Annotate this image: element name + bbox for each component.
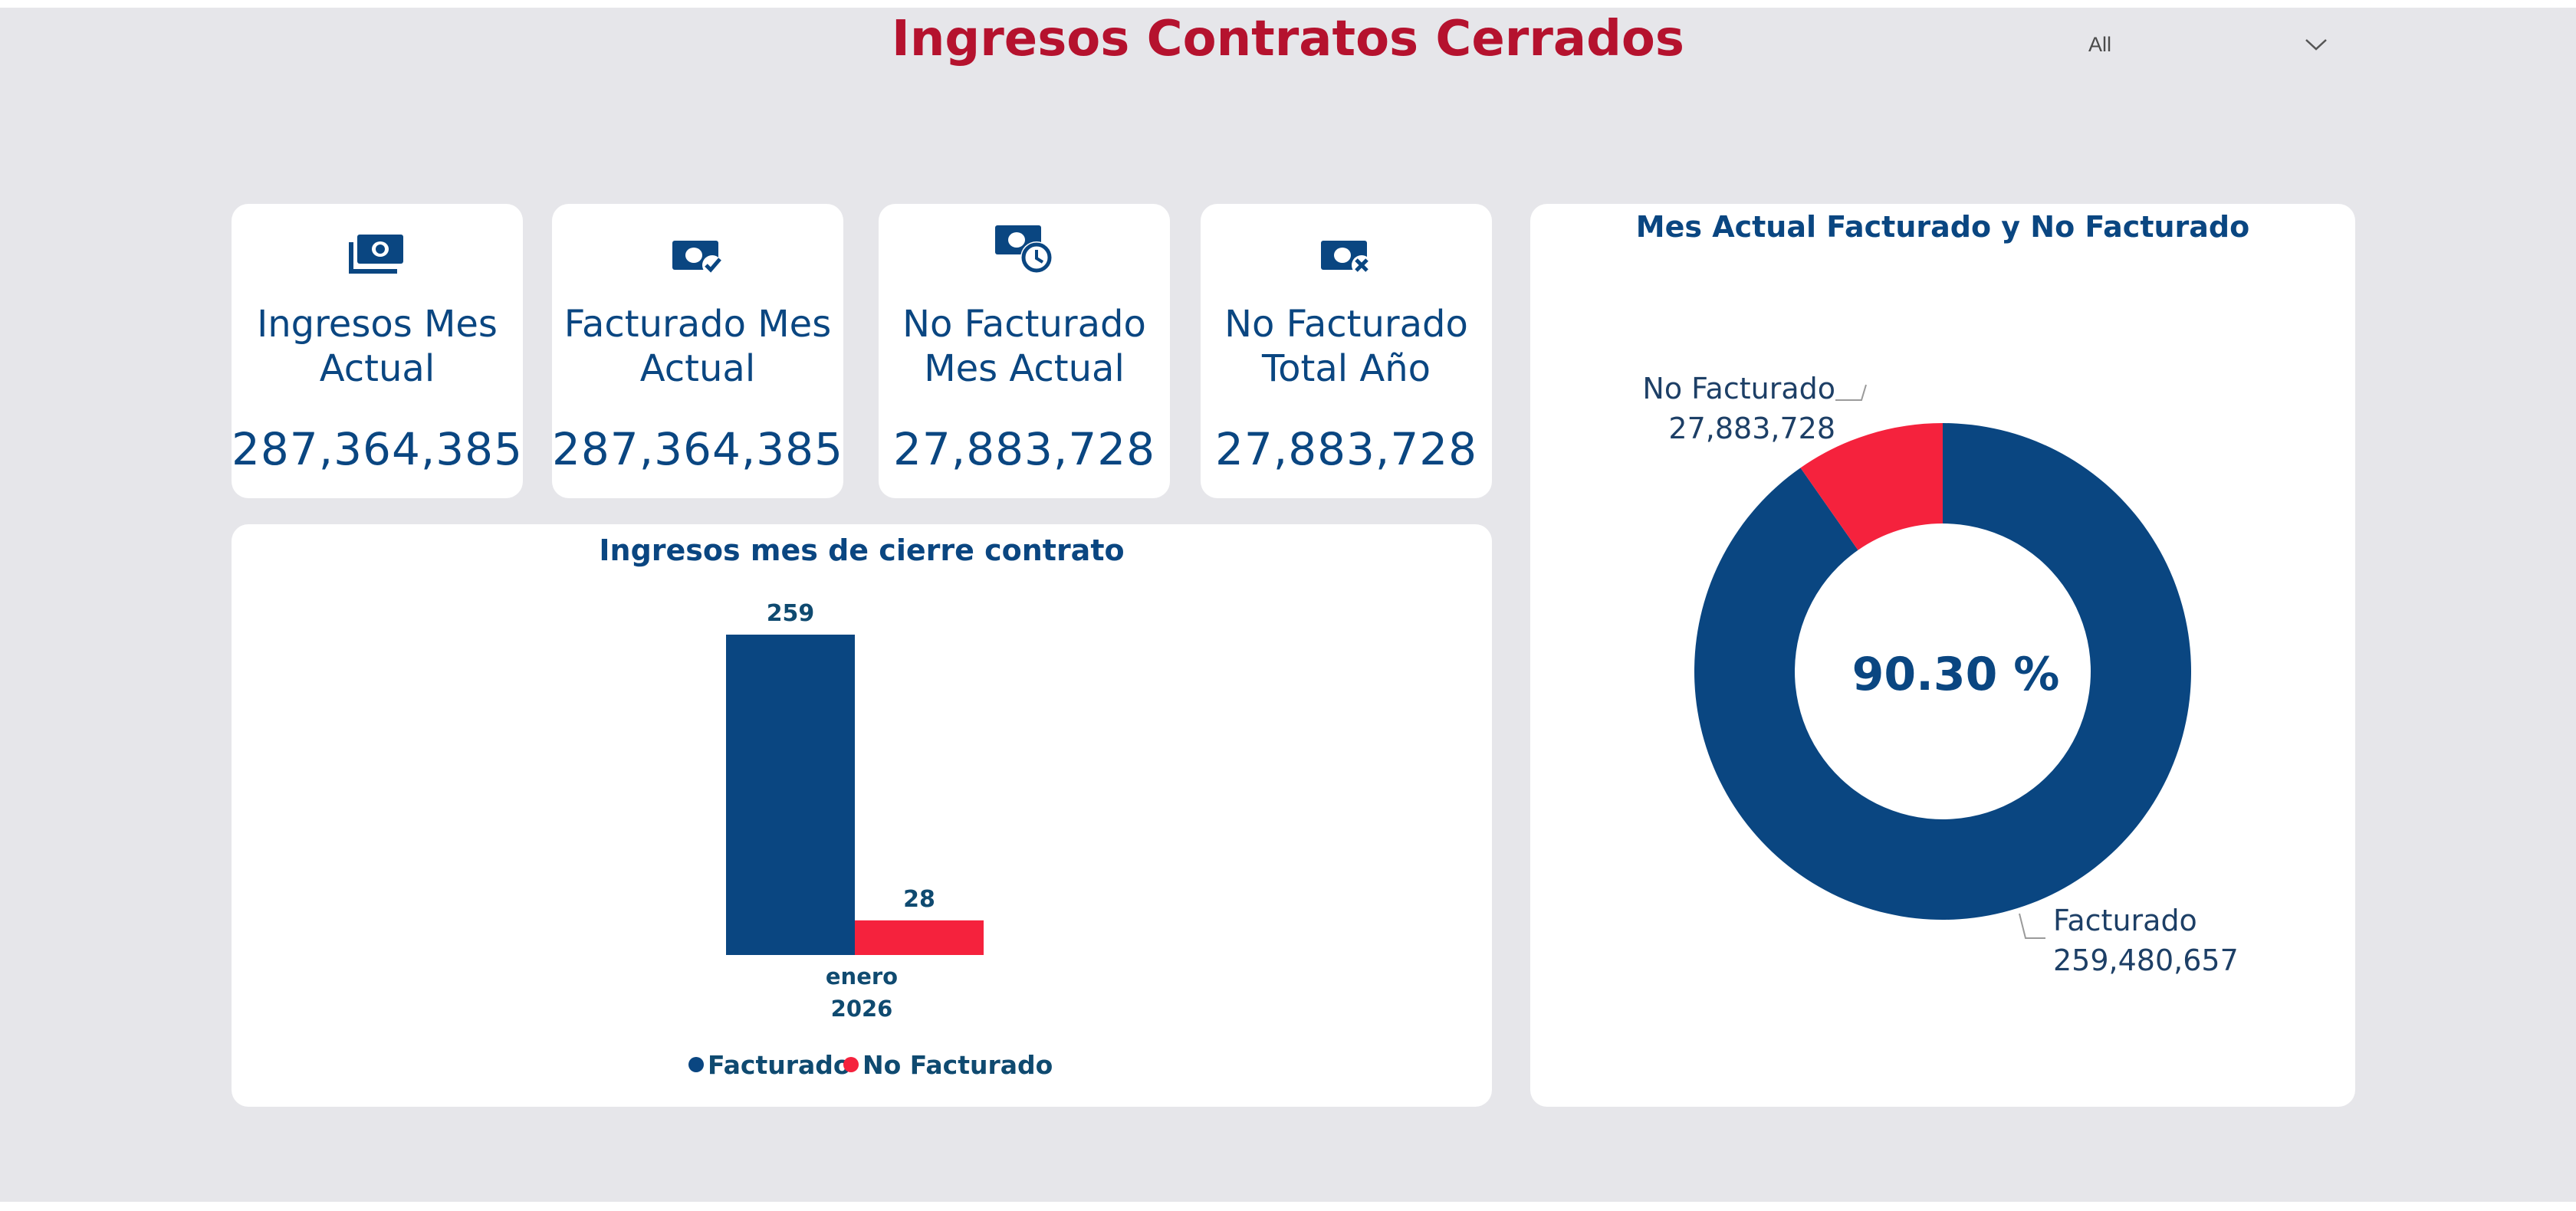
data-label-no-facturado: 28 [903, 886, 935, 913]
filter-slicer[interactable]: All [2070, 23, 2346, 66]
donut-chart-title: Mes Actual Facturado y No Facturado [1635, 210, 2250, 244]
value-no-facturado: 27,883,728 [1668, 412, 1835, 445]
page-title: Ingresos Contratos Cerrados [892, 11, 1684, 67]
kpi-card-no-facturado-mes-actual[interactable]: No Facturado Mes Actual 27,883,728 [879, 204, 1170, 498]
kpi-card-facturado-mes-actual[interactable]: Facturado Mes Actual 287,364,385 [552, 204, 843, 498]
kpi-value: 27,883,728 [1214, 423, 1478, 475]
kpi-value: 27,883,728 [892, 423, 1156, 475]
x-tick-label: enero [826, 963, 898, 989]
bar-no-facturado [855, 920, 984, 955]
leader-line-facturado [2019, 913, 2045, 939]
money-check-icon [671, 222, 724, 276]
bar-chart-title: Ingresos mes de cierre contrato [599, 533, 1125, 567]
label-facturado: Facturado [2053, 904, 2197, 937]
data-label-facturado: 259 [767, 600, 815, 627]
bar-chart-panel[interactable]: Ingresos mes de cierre contrato 259 28 e… [232, 524, 1492, 1107]
kpi-label: Ingresos Mes Actual [257, 303, 498, 390]
money-clock-icon [994, 222, 1055, 276]
legend: Facturado No Facturado [688, 1050, 1053, 1080]
legend-item-no-facturado: No Facturado [863, 1050, 1053, 1080]
kpi-value: 287,364,385 [232, 423, 523, 475]
money-x-icon [1319, 222, 1373, 276]
leader-line-no-facturado [1835, 384, 1867, 401]
legend-item-facturado: Facturado [708, 1050, 851, 1080]
kpi-label: No Facturado Mes Actual [902, 303, 1146, 390]
legend-dot-facturado [688, 1057, 704, 1072]
donut-chart: 90.30 % No Facturado 27,883,728 Facturad… [1642, 372, 2239, 977]
kpi-label: No Facturado Total Año [1224, 303, 1468, 390]
x-tick-label: 2026 [831, 996, 893, 1022]
kpi-card-ingresos-mes-actual[interactable]: Ingresos Mes Actual 287,364,385 [232, 204, 523, 498]
kpi-value: 287,364,385 [552, 423, 843, 475]
slice-no-facturado [1800, 423, 1943, 550]
chevron-down-icon [2305, 33, 2328, 57]
slicer-value: All [2088, 32, 2112, 56]
money-bills-icon [348, 222, 406, 276]
bar-facturado [726, 635, 855, 955]
bar-chart: 259 28 enero 2026 Facturado No Facturado [688, 600, 1053, 1080]
kpi-card-no-facturado-total-ano[interactable]: No Facturado Total Año 27,883,728 [1201, 204, 1492, 498]
label-no-facturado: No Facturado [1642, 372, 1835, 405]
value-facturado: 259,480,657 [2053, 944, 2239, 977]
legend-dot-no-facturado [843, 1057, 859, 1072]
donut-center-label: 90.30 % [1852, 648, 2060, 701]
slice-facturado [1694, 423, 2191, 920]
donut-chart-panel[interactable]: Mes Actual Facturado y No Facturado 90.3… [1530, 204, 2355, 1107]
kpi-label: Facturado Mes Actual [564, 303, 832, 390]
